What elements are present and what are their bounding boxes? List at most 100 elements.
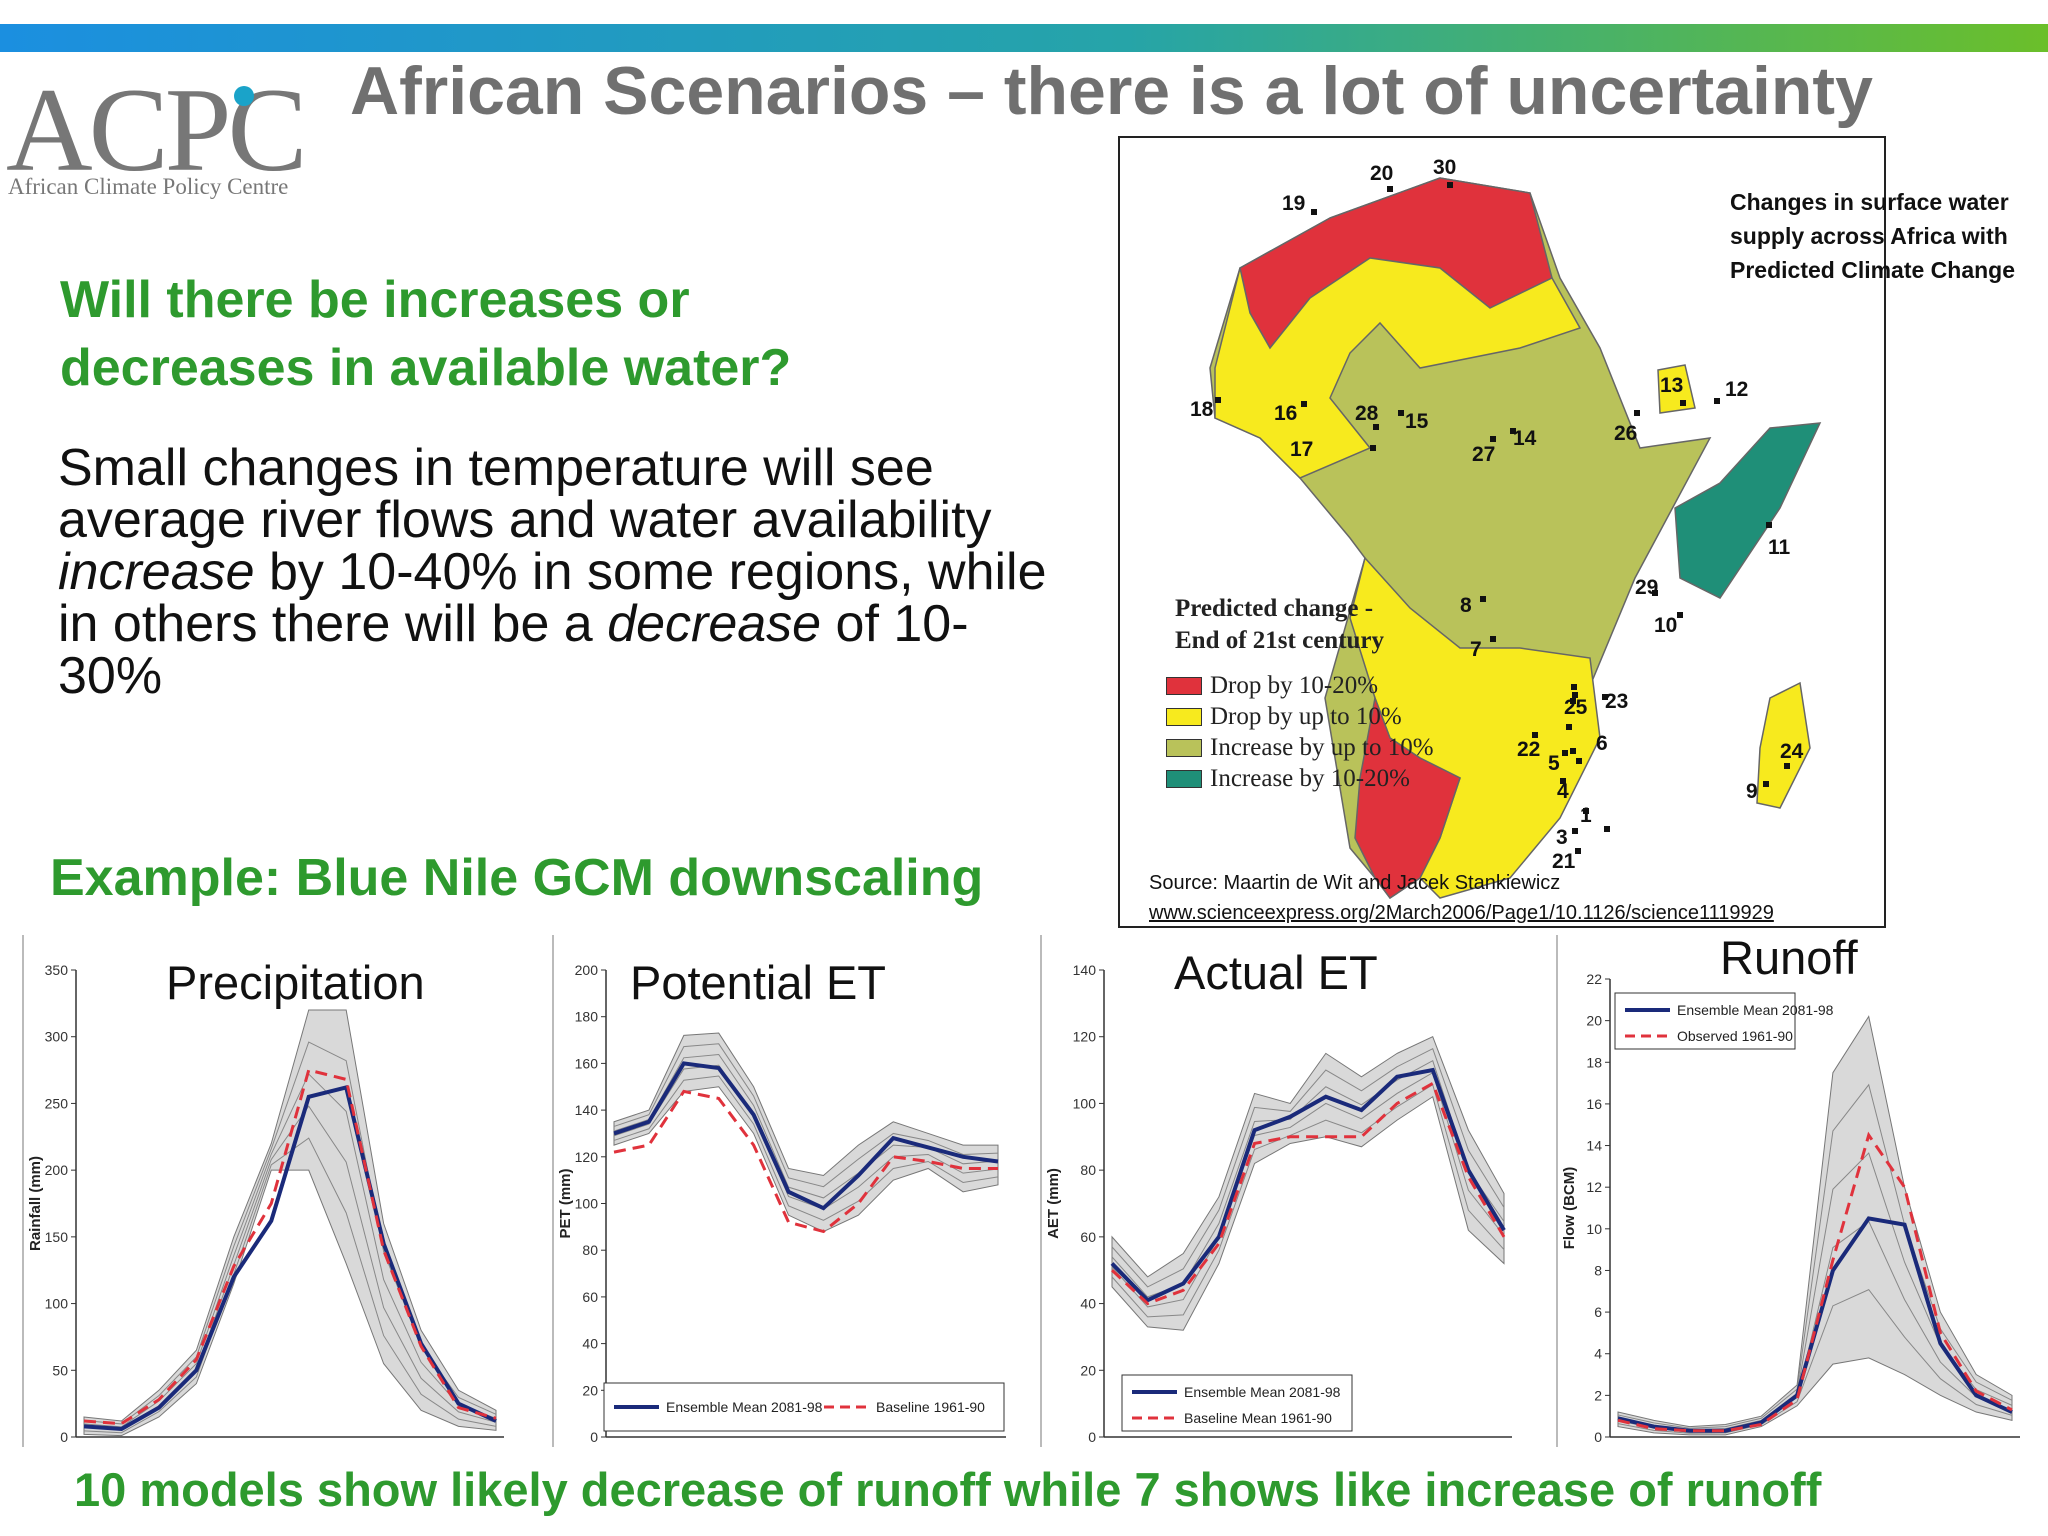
legend-label: Ensemble Mean 2081-98 (1677, 1002, 1834, 1018)
y-tick-label: 200 (45, 1162, 69, 1178)
body-emphasis-decrease: decrease (607, 595, 822, 653)
ensemble-mean-line (1110, 1067, 1506, 1303)
body-text-part-2: by 10-40% in some regions, while in othe… (58, 543, 1047, 653)
chart-title: Potential ET (630, 956, 887, 1009)
map-point-label: 14 (1513, 427, 1537, 450)
map-legend-title-line-1: Predicted change - (1175, 595, 1374, 622)
y-tick-label: 60 (1080, 1229, 1096, 1245)
map-point-label: 26 (1614, 422, 1637, 445)
y-tick-label: 250 (45, 1095, 69, 1111)
source-line-2: www.scienceexpress.org/2March2006/Page1/… (1149, 902, 1774, 924)
legend-label: Baseline Mean 1961-90 (1184, 1410, 1332, 1426)
body-paragraph: Small changes in temperature will see av… (58, 442, 1058, 702)
legend-label: Drop by 10-20% (1210, 671, 1379, 699)
map-point-label: 15 (1405, 410, 1429, 433)
chart-legend-box (1121, 1374, 1353, 1432)
legend-swatch (1166, 676, 1202, 695)
map-legend-title-line-2: End of 21st century (1175, 627, 1385, 654)
y-tick-label: 18 (1586, 1054, 1602, 1070)
y-tick-label: 0 (1088, 1429, 1096, 1445)
map-point-label: 17 (1290, 438, 1313, 461)
map-point-label: 1 (1580, 804, 1592, 827)
baseline-line (1110, 1081, 1506, 1306)
bottom-statement: 10 models show likely decrease of runoff… (74, 1463, 1822, 1516)
model-line (1617, 1288, 2013, 1434)
map-point-label: 4 (1557, 780, 1569, 803)
legend-swatch (1166, 769, 1202, 788)
potential-et-chart: 0 20 40 60 80 100 120 140 160 180 200 PET (mm) Ensem… (557, 962, 1006, 1445)
legend-swatch (1166, 738, 1202, 757)
precipitation-chart: 0 50 100 150 200 250 300 350 Rainfall (mm) (27, 962, 504, 1445)
map-madagascar (1756, 681, 1811, 809)
map-point-label: 10 (1654, 614, 1677, 637)
model-range-band (83, 1009, 497, 1437)
y-tick-label: 140 (575, 1102, 599, 1118)
precipitation-chart-panel: 0 50 100 150 200 250 300 350 Rainfall (mm) Preci… (22, 935, 524, 1447)
map-point-label: 16 (1274, 402, 1297, 425)
y-axis-label: Flow (BCM) (1561, 1167, 1578, 1249)
chart-title: Precipitation (166, 956, 425, 1009)
model-line (1617, 1083, 2013, 1429)
y-axis-label: PET (mm) (557, 1168, 574, 1238)
map-point-label: 28 (1355, 402, 1379, 425)
logo-dot-icon (234, 86, 254, 106)
model-range-band (613, 1032, 999, 1233)
y-tick-label: 4 (1594, 1346, 1602, 1362)
map-point-label: 21 (1552, 850, 1576, 873)
map-point-label: 7 (1470, 638, 1482, 661)
y-tick-label: 80 (1080, 1162, 1096, 1178)
y-tick-label: 160 (575, 1055, 599, 1071)
map-point-label: 12 (1725, 378, 1748, 401)
y-tick-label: 0 (1594, 1429, 1602, 1445)
map-point-label: 29 (1635, 576, 1658, 599)
map-point-label: 20 (1370, 162, 1393, 185)
y-tick-label: 100 (45, 1296, 69, 1312)
model-range-band (1617, 1015, 2013, 1436)
y-tick-label: 0 (590, 1429, 598, 1445)
chart-legend-box (603, 1382, 1005, 1432)
y-tick-label: 22 (1586, 971, 1602, 987)
y-tick-label: 100 (575, 1196, 599, 1212)
baseline-line (1617, 1131, 2013, 1433)
map-point-label: 8 (1460, 594, 1472, 617)
y-tick-label: 150 (45, 1229, 69, 1245)
chart-title: Runoff (1720, 931, 1858, 984)
map-region-southwest-red (1354, 695, 1461, 900)
map-region-sahel-yellow (1214, 257, 1582, 479)
y-tick-label: 40 (582, 1336, 598, 1352)
map-point-labels: 20 30 19 18 16 17 28 15 27 14 26 13 12 1… (1190, 156, 1804, 873)
map-point-label: 23 (1605, 690, 1628, 713)
map-point-label: 6 (1596, 732, 1608, 755)
y-axis-label: Rainfall (mm) (27, 1156, 44, 1251)
model-line (613, 1075, 999, 1221)
map-point-label: 18 (1190, 398, 1214, 421)
baseline-line (613, 1089, 998, 1234)
map-legend-title: Predicted change - End of 21st century (1175, 593, 1384, 657)
model-line (83, 1073, 497, 1428)
legend-item: Drop by 10-20% (1166, 670, 1434, 701)
y-tick-label: 120 (1073, 1029, 1097, 1045)
africa-map-figure: 20 30 19 18 16 17 28 15 27 14 26 13 12 1… (1118, 136, 1886, 928)
legend-item: Drop by up to 10% (1166, 701, 1434, 732)
legend-item: Increase by 10-20% (1166, 763, 1434, 794)
y-tick-label: 12 (1586, 1179, 1602, 1195)
map-point-label: 24 (1780, 740, 1804, 763)
actual-et-chart: 0 20 40 60 80 100 120 140 AET (mm) Ensemble Mean … (1045, 962, 1512, 1445)
slide-title: African Scenarios – there is a lot of un… (350, 53, 1873, 129)
question-heading: Will there be increases or decreases in … (60, 271, 792, 397)
legend-label: Ensemble Mean 2081-98 (666, 1399, 823, 1415)
header-accent-bar (0, 24, 2048, 52)
map-source: Source: Maartin de Wit and Jacek Stankie… (1149, 868, 1774, 928)
y-tick-label: 20 (582, 1382, 598, 1398)
y-tick-label: 100 (1073, 1095, 1097, 1111)
runoff-chart: 0 2 4 6 8 10 12 14 16 18 20 22 Flow (BCM) Ensemble Me… (1561, 971, 2020, 1445)
potential-et-chart-panel: 0 20 40 60 80 100 120 140 160 180 200 PET (mm) Ensem… (552, 935, 1014, 1447)
legend-label: Observed 1961-90 (1677, 1028, 1793, 1044)
y-tick-label: 350 (45, 962, 69, 978)
acpc-logo: ACPC African Climate Policy Centre (6, 70, 336, 210)
map-point-label: 11 (1768, 536, 1791, 559)
map-point-label: 5 (1548, 752, 1560, 775)
y-tick-label: 200 (575, 962, 599, 978)
chart-legend-box (1614, 992, 1796, 1050)
y-tick-label: 10 (1586, 1221, 1602, 1237)
